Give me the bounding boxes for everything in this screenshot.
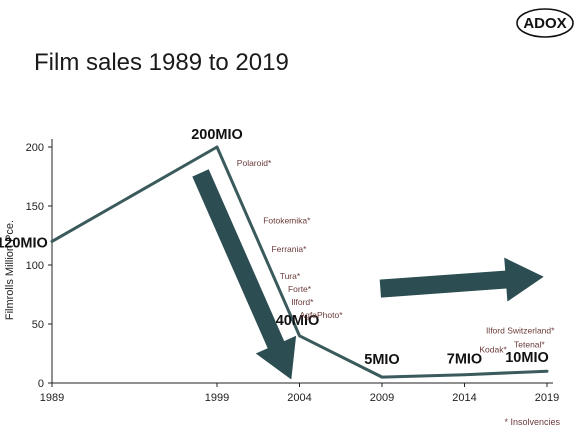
data-label: 120MIO (0, 235, 48, 251)
insolvency-annotation: Forte* (288, 284, 312, 294)
y-axis-title: Filmrolls Million Pce. (4, 220, 16, 320)
data-label: 5MIO (364, 352, 399, 368)
x-tick-label: 2004 (287, 392, 311, 404)
y-tick-label: 150 (26, 201, 44, 213)
y-tick-label: 0 (38, 378, 44, 390)
insolvency-annotation: Kodak* (479, 344, 507, 354)
y-tick-label: 50 (32, 319, 44, 331)
y-tick-label: 200 (26, 142, 44, 154)
x-tick-label: 2009 (370, 392, 394, 404)
logo-frame (516, 8, 574, 38)
series-line (50, 145, 549, 379)
x-tick-label: 2019 (535, 392, 559, 404)
insolvency-annotation: Polaroid* (237, 158, 272, 168)
y-tick-label: 100 (26, 260, 44, 272)
insolvency-annotation: Ferrania* (271, 244, 307, 254)
data-label: 10MIO (505, 350, 549, 366)
insolvency-annotation: Tura* (280, 271, 301, 281)
logo-text: ADOX (523, 15, 566, 32)
insolvency-annotation: AgfaPhoto* (300, 310, 344, 320)
x-tick-label: 1999 (205, 392, 229, 404)
footnote: * Insolvencies (504, 417, 560, 427)
data-label: 40MIO (276, 313, 320, 329)
insolvency-annotation: Fotokemika* (263, 216, 311, 226)
insolvency-annotation: Ilford* (291, 297, 314, 307)
x-tick-label: 1989 (40, 392, 64, 404)
x-tick-label: 2014 (452, 392, 476, 404)
page-title: Film sales 1989 to 2019 (34, 49, 289, 76)
insolvency-annotation: Ilford Switzerland* (486, 325, 555, 335)
data-label: 7MIO (447, 352, 482, 368)
insolvency-annotation: Tetenal* (514, 340, 545, 350)
plot-area: 0 50 100 150 200 1989 1999 2004 2009 2014 2019 120M… (0, 127, 559, 404)
data-label: 200MIO (191, 127, 243, 143)
trend-arrow-down (192, 169, 297, 380)
trend-arrow-up (379, 257, 544, 302)
adox-logo: ADOX (516, 8, 574, 38)
